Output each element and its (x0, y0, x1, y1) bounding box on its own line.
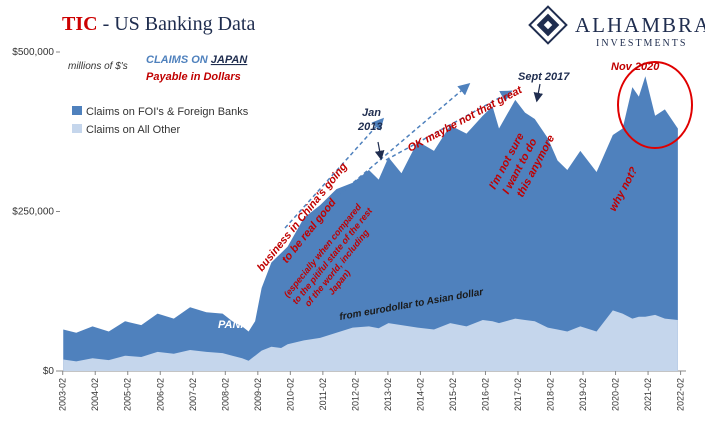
sept-2017-label: Sept 2017 (518, 71, 570, 83)
series-areas (63, 76, 678, 371)
series-area-other (63, 310, 678, 371)
legend-swatch-foi (72, 106, 82, 115)
legend-swatch-other (72, 124, 82, 133)
x-tick-label: 2016-02 (480, 378, 490, 411)
x-tick-label: 2022-02 (676, 378, 686, 411)
x-tick-label: 2012-02 (350, 378, 360, 411)
x-tick-label: 2008-02 (220, 378, 230, 411)
x-tick-label: 2004-02 (90, 378, 100, 411)
legend-claims-title: CLAIMS ON JAPAN (146, 54, 248, 66)
legend-units: millions of $'s (68, 61, 128, 72)
panic-label: PANIC (218, 319, 252, 331)
x-tick-label: 2019-02 (578, 378, 588, 411)
x-tick-label: 2013-02 (383, 378, 393, 411)
x-tick-label: 2005-02 (123, 378, 133, 411)
jan-2013-arrow (374, 141, 385, 161)
x-tick-label: 2014-02 (415, 378, 425, 411)
x-axis-ticks: 2003-02 2004-02 2005-02 2006-02 2007-02 2008-… (58, 371, 686, 411)
title-rest: - US Banking Data (98, 13, 256, 35)
china-trend-arrow (284, 117, 385, 229)
legend-label-other: Claims on All Other (86, 124, 180, 136)
x-tick-label: 2006-02 (155, 378, 165, 411)
x-tick-label: 2003-02 (58, 378, 68, 411)
x-tick-label: 2015-02 (448, 378, 458, 411)
y-tick-label: $250,000 (12, 207, 54, 218)
x-tick-label: 2009-02 (253, 378, 263, 411)
x-tick-label: 2011-02 (318, 378, 328, 410)
legend: millions of $'s CLAIMS ON JAPAN Payable … (68, 54, 249, 136)
legend-payable: Payable in Dollars (146, 71, 241, 83)
y-tick-label: $0 (43, 366, 55, 377)
series-area-foi (63, 76, 678, 371)
logo-sub: INVESTMENTS (596, 38, 687, 49)
y-axis-ticks: $0 $250,000 $500,000 (12, 47, 60, 377)
alhambra-logo: ALHAMBRA INVESTMENTS (528, 5, 705, 49)
x-tick-label: 2017-02 (513, 378, 523, 411)
jan-2013-line2: 2013 (357, 121, 382, 133)
sept-2017-arrow (533, 83, 544, 103)
jan-2013-line1: Jan (362, 107, 381, 119)
legend-label-foi: Claims on FOI's & Foreign Banks (86, 106, 249, 118)
title-brand: TIC (62, 13, 98, 35)
nov-2020-label: Nov 2020 (611, 61, 660, 73)
x-tick-label: 2020-02 (611, 378, 621, 411)
chart-title: TIC - US Banking Data (62, 13, 255, 35)
y-tick-label: $500,000 (12, 47, 54, 58)
x-tick-label: 2010-02 (285, 378, 295, 411)
legend-claims-on: CLAIMS ON (146, 54, 209, 66)
ok-maybe-arrow (385, 90, 513, 161)
logo-mark-icon (528, 5, 568, 45)
china-trend-arrow-long (299, 83, 471, 229)
x-tick-label: 2018-02 (546, 378, 556, 411)
x-tick-label: 2021-02 (643, 378, 653, 411)
legend-country: JAPAN (211, 54, 249, 66)
x-tick-label: 2007-02 (188, 378, 198, 411)
nov-2020-highlight-circle (617, 61, 693, 149)
logo-name: ALHAMBRA (575, 13, 705, 37)
